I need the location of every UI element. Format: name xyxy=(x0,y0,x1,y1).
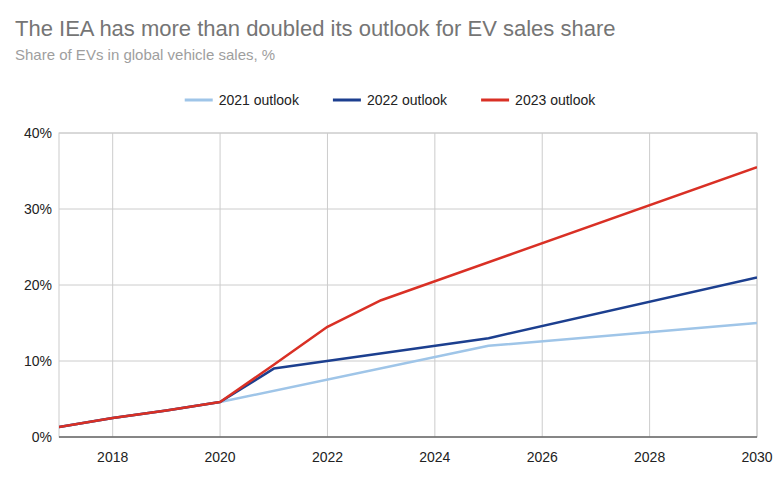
x-tick-label: 2026 xyxy=(527,449,558,465)
x-tick-label: 2024 xyxy=(419,449,450,465)
plot-frame xyxy=(59,133,757,437)
series-line xyxy=(59,277,757,427)
series-group xyxy=(59,167,757,427)
y-tick-label: 40% xyxy=(24,125,52,141)
legend-label: 2021 outlook xyxy=(219,92,300,108)
subtitle: Share of EVs in global vehicle sales, % xyxy=(15,46,275,63)
y-grid-line xyxy=(59,437,757,438)
y-tick-label: 10% xyxy=(24,353,52,369)
x-tick-label: 2028 xyxy=(634,449,665,465)
chart: The IEA has more than doubled its outloo… xyxy=(0,0,780,480)
x-grid-line xyxy=(220,133,221,437)
x-tick-label: 2030 xyxy=(741,449,772,465)
y-grid-line xyxy=(59,209,757,210)
x-tick-label: 2018 xyxy=(97,449,128,465)
series-line xyxy=(59,167,757,427)
x-grid-line xyxy=(434,133,435,437)
y-tick-label: 30% xyxy=(24,201,52,217)
legend-swatch xyxy=(481,99,509,102)
x-grid-line xyxy=(327,133,328,437)
y-grid-line xyxy=(59,285,757,286)
title: The IEA has more than doubled its outloo… xyxy=(15,16,615,41)
legend-label: 2022 outlook xyxy=(367,92,448,108)
y-tick-label: 0% xyxy=(32,429,52,445)
x-tick-label: 2020 xyxy=(204,449,235,465)
legend-swatch xyxy=(185,99,213,102)
legend-swatch xyxy=(333,99,361,102)
x-grid-line xyxy=(112,133,113,437)
y-grid-line xyxy=(59,361,757,362)
legend: 2021 outlook 2022 outlook 2023 outlook xyxy=(185,92,597,108)
legend-label: 2023 outlook xyxy=(515,92,596,108)
x-tick-label: 2022 xyxy=(312,449,343,465)
y-tick-label: 20% xyxy=(24,277,52,293)
grid xyxy=(59,133,757,437)
x-grid-line xyxy=(649,133,650,437)
x-axis-line xyxy=(59,437,757,438)
x-grid-line xyxy=(542,133,543,437)
